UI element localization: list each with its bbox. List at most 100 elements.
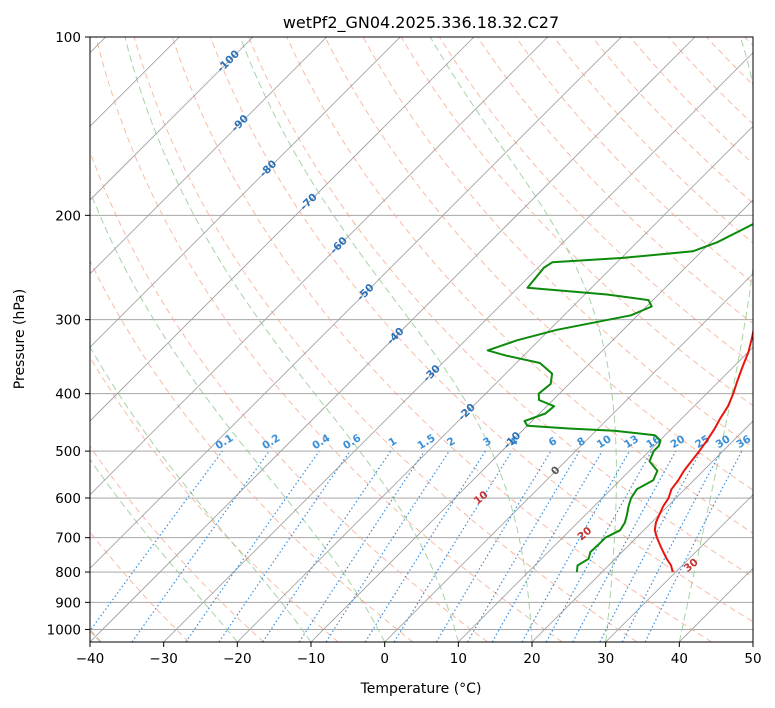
dry-adiabat-line <box>744 37 753 47</box>
isotherm-line <box>90 37 401 348</box>
mixing-ratio-label: 0.2 <box>260 432 282 452</box>
dry-adiabat-line <box>90 259 414 642</box>
x-tick-label: 40 <box>671 651 688 667</box>
x-tick-label: −40 <box>76 651 105 667</box>
dry-adiabat-line <box>629 37 753 165</box>
x-tick-label: 30 <box>597 651 614 667</box>
isotherm-line <box>310 199 753 642</box>
moist-adiabat-line <box>90 189 386 642</box>
moist-adiabat-line <box>90 458 238 642</box>
mixing-ratio-label: 8 <box>575 435 588 449</box>
x-tick-label: 50 <box>744 651 761 667</box>
chart-title: wetPf2_GN04.2025.336.18.32.C27 <box>283 13 559 33</box>
mixing-ratio-line <box>491 450 603 642</box>
mixing-ratio-label: 10 <box>595 433 614 451</box>
isotherm-line <box>90 37 696 642</box>
mixing-ratio-line <box>131 450 270 642</box>
x-tick-label: 20 <box>523 651 540 667</box>
mixing-ratio-label: 0.4 <box>310 432 332 452</box>
dry-adiabat-line <box>90 356 339 642</box>
isotherm-line <box>384 273 753 642</box>
dry-adiabat-line <box>706 37 753 86</box>
mixing-ratio-line <box>262 450 392 642</box>
mixing-ratio-label: 0.6 <box>341 432 363 452</box>
mixing-ratio-label: 1.5 <box>415 432 437 452</box>
y-tick-label: 400 <box>55 387 81 403</box>
dry-adiabat-label: 10 <box>472 489 491 508</box>
dry-adiabat-line <box>133 37 638 642</box>
dry-adiabat-line <box>324 37 753 491</box>
moist-adiabat-line <box>239 37 533 642</box>
mixing-ratio-line <box>364 450 486 642</box>
mixing-ratio-line <box>325 450 450 642</box>
x-axis-label: Temperature (°C) <box>360 681 482 697</box>
mixing-ratio-line <box>466 450 580 642</box>
mixing-ratio-label: 13 <box>622 433 641 451</box>
mixing-ratio-label: 0.1 <box>213 432 235 452</box>
x-tick-label: −20 <box>223 651 252 667</box>
dry-adiabat-line <box>90 445 264 642</box>
mixing-ratio-label: 30 <box>714 433 733 451</box>
y-tick-label: 100 <box>55 30 81 46</box>
moist-adiabat-line <box>678 37 753 642</box>
y-tick-label: 1000 <box>47 622 81 638</box>
y-tick-label: 700 <box>55 531 81 547</box>
mixing-ratio-line <box>435 450 552 642</box>
mixing-ratio-label: 6 <box>547 435 560 449</box>
mixing-ratio-line <box>218 450 351 642</box>
isotherm-line <box>458 346 753 642</box>
mixing-ratio-line <box>521 450 631 642</box>
x-tick-label: −30 <box>149 651 178 667</box>
mixing-ratio-label: 3 <box>481 435 494 449</box>
x-tick-label: 0 <box>380 651 389 667</box>
y-axis-label: Pressure (hPa) <box>12 289 28 389</box>
isotherm-line <box>679 567 753 642</box>
moist-adiabat-line <box>90 346 312 642</box>
y-tick-label: 800 <box>55 565 81 581</box>
isotherm-line <box>90 37 254 201</box>
mixing-ratio-line <box>599 450 702 642</box>
temperature-profile-line <box>653 327 753 573</box>
mixing-ratio-line <box>298 450 425 642</box>
y-tick-label: 300 <box>55 313 81 329</box>
mixing-ratio-label: 20 <box>668 433 687 451</box>
mixing-ratio-label: 2 <box>445 435 458 449</box>
isotherm-line <box>237 125 753 642</box>
isotherm-line <box>163 52 753 642</box>
mixing-ratio-line <box>185 450 320 642</box>
dry-adiabat-line <box>400 37 753 407</box>
mixing-ratio-line <box>545 450 653 642</box>
dewpoint-profile-line <box>486 223 753 573</box>
x-tick-label: 10 <box>450 651 467 667</box>
y-tick-label: 500 <box>55 444 81 460</box>
moist-adiabat-line <box>429 37 617 642</box>
isotherm-line <box>531 420 753 642</box>
dry-adiabat-line <box>668 37 753 125</box>
dry-adiabat-line <box>477 37 753 325</box>
mixing-ratio-line <box>393 450 513 642</box>
y-tick-label: 200 <box>55 208 81 224</box>
isotherm-line <box>605 494 753 642</box>
mixing-ratio-line <box>572 450 677 642</box>
y-tick-label: 900 <box>55 595 81 611</box>
mixing-ratio-line <box>90 450 223 632</box>
isotherm-line <box>90 37 548 496</box>
mixing-ratio-label: 1 <box>386 435 399 449</box>
moist-adiabat-line <box>124 37 459 642</box>
dry-adiabat-line <box>95 37 563 642</box>
isotherm-line <box>90 37 475 422</box>
plot-frame <box>89 36 754 643</box>
y-tick-label: 600 <box>55 491 81 507</box>
dry-adiabat-line <box>515 37 753 284</box>
isotherm-line <box>90 37 327 275</box>
dry-adiabat-line <box>210 37 753 623</box>
dry-adiabat-line <box>591 37 753 204</box>
dry-adiabat-line <box>90 531 190 642</box>
x-tick-label: −10 <box>297 651 326 667</box>
isotherm-line <box>90 37 622 569</box>
dry-adiabat-line <box>171 37 712 642</box>
isotherm-line <box>752 641 753 642</box>
dry-adiabat-line <box>248 37 753 578</box>
